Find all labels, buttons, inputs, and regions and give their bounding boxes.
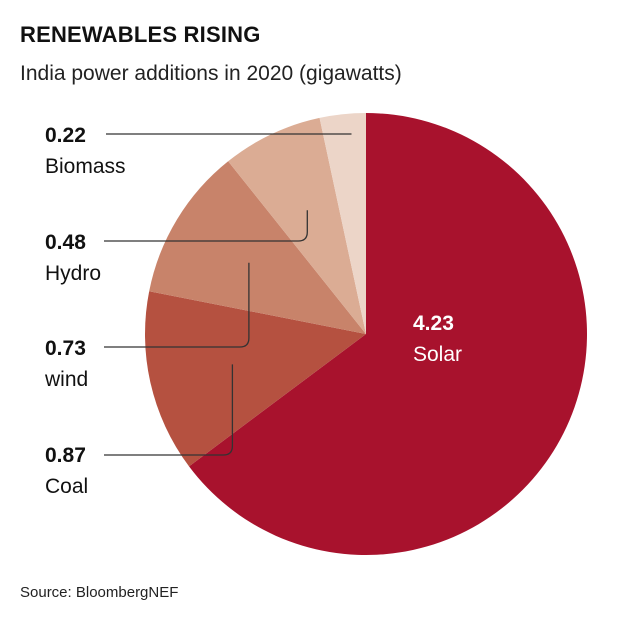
pie-slice-hydro [228, 117, 366, 335]
slice-value-label: 0.87 [45, 444, 86, 467]
leader-line-coal [104, 364, 234, 456]
pie-slice-biomass [319, 113, 366, 334]
slice-value-label: 0.73 [45, 337, 86, 360]
slice-name-label: Coal [45, 475, 88, 498]
slice-name-label: Hydro [45, 262, 101, 285]
slice-name-label: Biomass [45, 155, 126, 178]
source-note: Source: BloombergNEF [20, 584, 179, 601]
pie-slice-solar [189, 112, 588, 555]
slice-labels: 4.23 Solar 0.87 Coal 0.73 wind 0.48 Hydro 0.22 Bi… [44, 124, 462, 498]
slice-name-label: Solar [413, 343, 462, 366]
chart-title: RENEWABLES RISING [20, 22, 261, 47]
slice-value-label: 4.23 [413, 312, 454, 335]
slice-value-label: 0.48 [45, 231, 86, 254]
leader-line-wind [104, 262, 250, 348]
pie-slice-coal [144, 291, 366, 467]
slice-value-label: 0.22 [45, 124, 86, 147]
pie-slices [144, 112, 588, 555]
leader-lines [104, 133, 352, 456]
slice-name-label: wind [44, 368, 88, 391]
leader-line-hydro [104, 210, 308, 242]
pie-slice-wind [149, 161, 366, 334]
chart-subtitle: India power additions in 2020 (gigawatts… [20, 62, 402, 85]
